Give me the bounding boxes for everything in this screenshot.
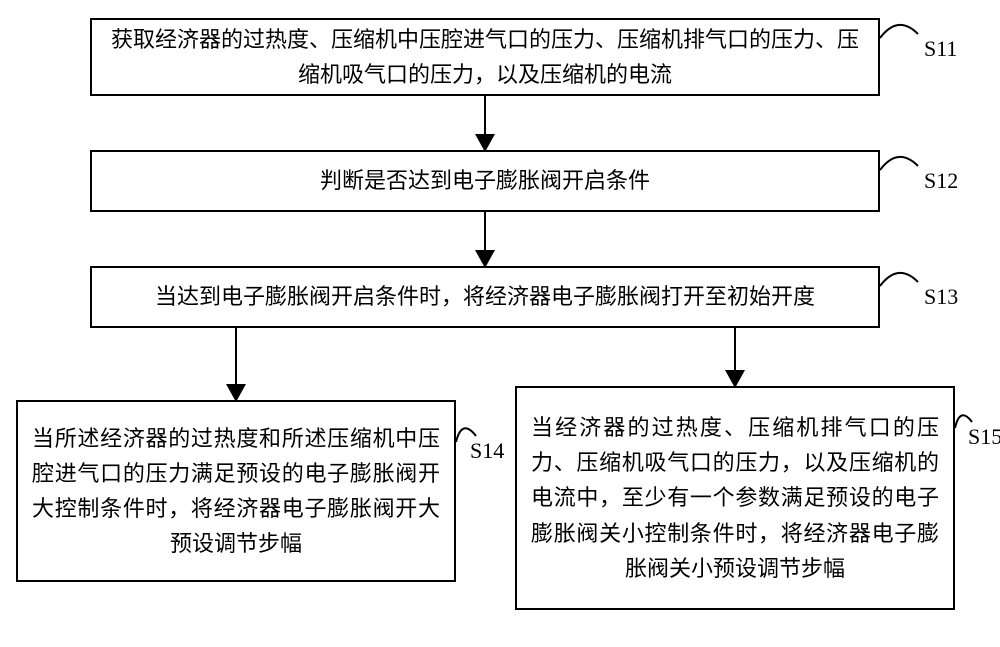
flow-step-s15: 当经济器的过热度、压缩机排气口的压力、压缩机吸气口的压力，以及压缩机的电流中，至…	[515, 386, 955, 610]
flow-step-s12-text: 判断是否达到电子膨胀阀开启条件	[320, 163, 650, 198]
flow-step-s14-text: 当所述经济器的过热度和所述压缩机中压腔进气口的压力满足预设的电子膨胀阀开大控制条…	[32, 421, 440, 562]
callout-s11	[880, 25, 918, 38]
callout-s12	[880, 157, 918, 170]
flow-step-s12: 判断是否达到电子膨胀阀开启条件	[90, 150, 880, 212]
flow-step-s11: 获取经济器的过热度、压缩机中压腔进气口的压力、压缩机排气口的压力、压缩机吸气口的…	[90, 18, 880, 96]
flow-step-s13-text: 当达到电子膨胀阀开启条件时，将经济器电子膨胀阀打开至初始开度	[155, 279, 815, 314]
label-s13: S13	[924, 284, 958, 310]
flow-step-s11-text: 获取经济器的过热度、压缩机中压腔进气口的压力、压缩机排气口的压力、压缩机吸气口的…	[106, 22, 864, 92]
flow-step-s14: 当所述经济器的过热度和所述压缩机中压腔进气口的压力满足预设的电子膨胀阀开大控制条…	[16, 400, 456, 582]
callout-s13	[880, 273, 918, 286]
label-s14: S14	[470, 438, 504, 464]
label-s12: S12	[924, 168, 958, 194]
flow-step-s15-text: 当经济器的过热度、压缩机排气口的压力、压缩机吸气口的压力，以及压缩机的电流中，至…	[531, 410, 939, 586]
label-s15: S15	[968, 424, 1000, 450]
flow-step-s13: 当达到电子膨胀阀开启条件时，将经济器电子膨胀阀打开至初始开度	[90, 266, 880, 328]
label-s11: S11	[924, 36, 957, 62]
